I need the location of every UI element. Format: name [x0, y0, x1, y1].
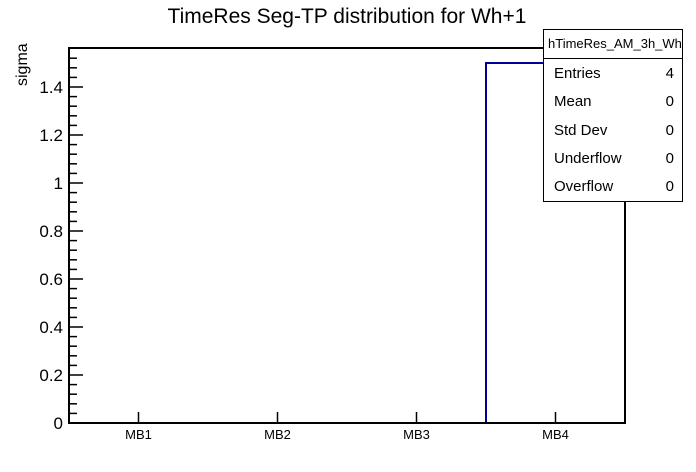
stats-row: Mean 0 — [544, 87, 682, 115]
stats-row-value: 4 — [665, 64, 674, 82]
x-tick-label: MB4 — [542, 427, 569, 442]
y-tick-label: 0.2 — [39, 366, 63, 385]
x-tick-label: MB3 — [403, 427, 430, 442]
stats-row-label: Underflow — [554, 149, 622, 167]
stats-row-label: Mean — [554, 93, 592, 111]
stats-row-value: 0 — [665, 93, 674, 111]
stats-box-rows: Entries 4 Mean 0 Std Dev 0 Underflow 0 O… — [544, 59, 682, 201]
stats-box: hTimeRes_AM_3h_Wh+1 Entries 4 Mean 0 Std… — [543, 29, 683, 202]
y-tick-label: 1.4 — [39, 78, 63, 97]
y-tick-label: 0.8 — [39, 222, 63, 241]
plot-frame — [68, 47, 626, 424]
y-tick-label: 1 — [54, 174, 63, 193]
stats-row: Std Dev 0 — [544, 116, 682, 144]
stats-box-title: hTimeRes_AM_3h_Wh+1 — [544, 30, 682, 59]
stats-row-value: 0 — [665, 149, 674, 167]
y-tick-label: 0.6 — [39, 270, 63, 289]
chart-title: TimeRes Seg-TP distribution for Wh+1 — [167, 5, 527, 28]
x-tick-label: MB2 — [264, 427, 291, 442]
stats-row-value: 0 — [665, 178, 674, 196]
stats-row: Overflow 0 — [544, 173, 682, 201]
y-tick-label: 0.4 — [39, 318, 63, 337]
y-tick-label: 0 — [54, 414, 63, 433]
y-tick-label: 1.2 — [39, 126, 63, 145]
stats-row-value: 0 — [665, 121, 674, 139]
stats-row-label: Std Dev — [554, 121, 608, 139]
stats-row-label: Overflow — [554, 178, 614, 196]
x-tick-label: MB1 — [125, 427, 152, 442]
stats-row: Entries 4 — [544, 59, 682, 87]
stats-row: Underflow 0 — [544, 144, 682, 172]
stats-row-label: Entries — [554, 64, 601, 82]
